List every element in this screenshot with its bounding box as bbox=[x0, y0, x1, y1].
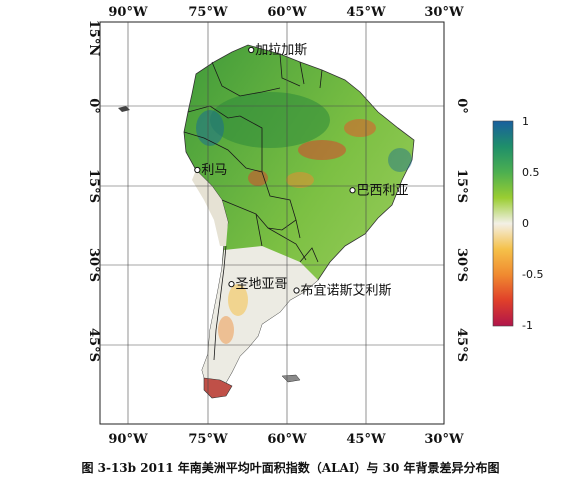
falkland-islands bbox=[281, 374, 301, 383]
lon-tick-label: 60°W bbox=[267, 5, 307, 20]
negative-anomaly-patch bbox=[344, 119, 376, 137]
city-label: 布宜诺斯艾利斯 bbox=[301, 284, 392, 299]
lat-tick-label: 30°S bbox=[86, 248, 101, 282]
negative-anomaly-patch bbox=[228, 284, 248, 316]
lat-tick-label: 15°S bbox=[454, 169, 469, 203]
lat-labels-right: 0° 15°S 30°S 45°S bbox=[454, 98, 469, 362]
western-amazon-blue-patch bbox=[196, 110, 224, 146]
negative-anomaly-patch bbox=[298, 140, 346, 160]
negative-anomaly-patch bbox=[248, 170, 268, 186]
lat-tick-label: 30°S bbox=[454, 248, 469, 282]
lon-tick-label: 75°W bbox=[188, 5, 228, 20]
country-borders bbox=[183, 53, 323, 361]
galapagos-islands bbox=[118, 106, 130, 112]
city-label: 加拉加斯 bbox=[255, 43, 307, 58]
lon-tick-label: 45°W bbox=[346, 432, 386, 447]
city-label: 利马 bbox=[201, 163, 227, 178]
lon-tick-label: 75°W bbox=[188, 432, 228, 447]
amazon-core-region bbox=[210, 92, 330, 148]
lat-tick-label: 15°N bbox=[86, 20, 101, 57]
lat-labels-left: 15°N 0° 15°S 30°S 45°S bbox=[86, 20, 101, 362]
colorbar bbox=[492, 120, 514, 327]
colorbar-tick-label: 0.5 bbox=[522, 166, 540, 179]
lon-labels-top: 90°W 75°W 60°W 45°W 30°W bbox=[108, 5, 464, 20]
lon-tick-label: 30°W bbox=[424, 5, 464, 20]
lon-labels-bottom: 90°W 75°W 60°W 45°W 30°W bbox=[108, 432, 464, 447]
city-marker bbox=[194, 166, 201, 174]
city-marker bbox=[349, 187, 356, 194]
city-label: 巴西利亚 bbox=[357, 183, 409, 198]
lon-tick-label: 45°W bbox=[346, 5, 386, 20]
city-marker bbox=[248, 46, 255, 54]
city-label: 圣地亚哥 bbox=[235, 277, 287, 292]
lat-tick-label: 45°S bbox=[454, 328, 469, 362]
colorbar-ticks: 1 0.5 0 -0.5 -1 bbox=[522, 115, 543, 332]
lat-tick-label: 45°S bbox=[86, 328, 101, 362]
colorbar-tick-label: -0.5 bbox=[522, 268, 543, 281]
city-marker bbox=[228, 281, 235, 288]
colorbar-tick-label: -1 bbox=[522, 319, 533, 332]
lon-tick-label: 30°W bbox=[424, 432, 464, 447]
tierra-del-fuego bbox=[203, 377, 233, 399]
negative-anomaly-patch bbox=[218, 316, 234, 344]
andes-region bbox=[192, 170, 228, 246]
colorbar-tick-label: 0 bbox=[522, 217, 529, 230]
figure-caption: 图 3-13b 2011 年南美洲平均叶面积指数（ALAI）与 30 年背景差异… bbox=[81, 461, 500, 475]
graticule bbox=[100, 22, 444, 424]
city-marker bbox=[293, 287, 300, 294]
lat-tick-label: 0° bbox=[454, 98, 469, 114]
lon-tick-label: 90°W bbox=[108, 5, 148, 20]
northeast-blue-patch bbox=[388, 148, 412, 172]
colorbar-tick-label: 1 bbox=[522, 115, 529, 128]
negative-anomaly-patch bbox=[286, 172, 314, 188]
lon-tick-label: 90°W bbox=[108, 432, 148, 447]
lon-tick-label: 60°W bbox=[267, 432, 307, 447]
lat-tick-label: 15°S bbox=[86, 169, 101, 203]
lat-tick-label: 0° bbox=[86, 98, 101, 114]
